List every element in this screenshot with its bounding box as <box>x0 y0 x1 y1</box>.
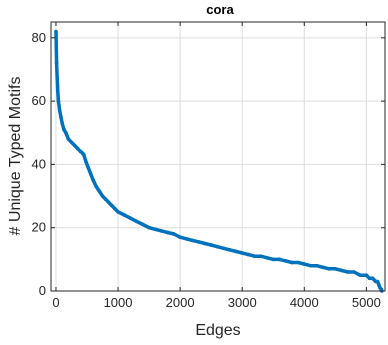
y-axis-title: # Unique Typed Motifs <box>7 77 24 236</box>
data-point <box>62 127 66 132</box>
data-point <box>271 257 276 262</box>
data-point <box>134 219 139 224</box>
x-tick-label: 4000 <box>290 295 319 310</box>
data-point <box>147 225 151 230</box>
data-point <box>333 267 338 271</box>
data-point <box>72 143 77 148</box>
y-tick-label: 60 <box>32 93 46 108</box>
data-point <box>54 45 59 50</box>
data-point <box>240 251 245 255</box>
data-point <box>178 235 182 239</box>
data-point <box>110 203 114 208</box>
data-point <box>86 165 91 170</box>
data-point <box>97 189 102 194</box>
data-point <box>88 172 93 176</box>
data-point <box>64 130 68 135</box>
data-point <box>246 252 251 257</box>
data-point <box>153 227 158 232</box>
data-point <box>283 259 288 263</box>
data-point <box>321 265 325 270</box>
data-point <box>91 178 96 183</box>
data-point <box>69 140 74 145</box>
data-point <box>75 146 80 151</box>
y-axis-ticks: 0 20 40 60 80 <box>32 30 385 298</box>
data-point <box>364 273 369 277</box>
plot-frame <box>50 21 386 292</box>
data-point <box>56 99 61 103</box>
data-point <box>59 115 63 119</box>
data-point <box>265 255 269 260</box>
data-point <box>60 121 64 126</box>
data-point <box>54 61 59 65</box>
data-point <box>196 240 201 244</box>
y-tick-label: 20 <box>32 220 46 235</box>
data-point <box>113 206 117 211</box>
data-point <box>302 262 307 266</box>
data-point <box>83 159 88 164</box>
data-point <box>66 137 71 141</box>
data-point <box>370 276 375 281</box>
data-point <box>122 213 127 217</box>
data-point <box>234 249 238 254</box>
data-point <box>57 108 62 113</box>
data-point <box>376 282 381 287</box>
data-point <box>339 268 344 273</box>
data-point <box>358 273 362 277</box>
data-point <box>296 260 300 265</box>
data-point <box>345 270 350 274</box>
x-tick-label: 1000 <box>104 295 133 310</box>
data-point <box>165 230 170 235</box>
data-point <box>94 184 99 189</box>
y-tick-label: 40 <box>32 156 46 171</box>
data-point <box>172 232 176 236</box>
data-point <box>227 248 232 252</box>
data-point <box>252 254 257 258</box>
data-point <box>259 254 263 258</box>
x-tick-label: 5000 <box>352 295 381 310</box>
data-point <box>221 246 226 251</box>
data-point <box>55 77 60 81</box>
data-point <box>128 216 133 221</box>
data-point <box>367 276 372 281</box>
data-point <box>375 279 380 284</box>
data-series <box>54 29 384 293</box>
data-point <box>184 236 189 241</box>
y-tick-label: 0 <box>39 283 46 298</box>
data-point <box>277 257 282 262</box>
data-point <box>308 263 313 268</box>
data-point <box>327 267 331 271</box>
chart-title: cora <box>206 2 234 17</box>
data-point <box>116 210 120 214</box>
data-point <box>141 222 145 227</box>
data-point <box>314 263 319 268</box>
data-point <box>56 89 60 94</box>
data-point <box>352 270 356 274</box>
data-point <box>100 194 105 198</box>
data-point <box>106 200 111 205</box>
data-point <box>290 260 294 265</box>
data-point <box>82 153 86 157</box>
plot-area <box>51 22 385 291</box>
data-point <box>209 243 213 247</box>
x-tick-label: 0 <box>52 295 59 310</box>
data-point <box>159 229 164 233</box>
y-tick-label: 80 <box>32 30 46 45</box>
data-point <box>203 241 207 246</box>
data-point <box>103 197 108 202</box>
data-point <box>54 29 58 34</box>
x-tick-label: 3000 <box>228 295 257 310</box>
x-axis-title: Edges <box>195 322 240 339</box>
data-point <box>215 244 220 249</box>
x-axis-ticks: 0 1000 2000 3000 4000 5000 <box>52 22 381 310</box>
data-point <box>190 238 195 243</box>
x-tick-label: 2000 <box>166 295 195 310</box>
